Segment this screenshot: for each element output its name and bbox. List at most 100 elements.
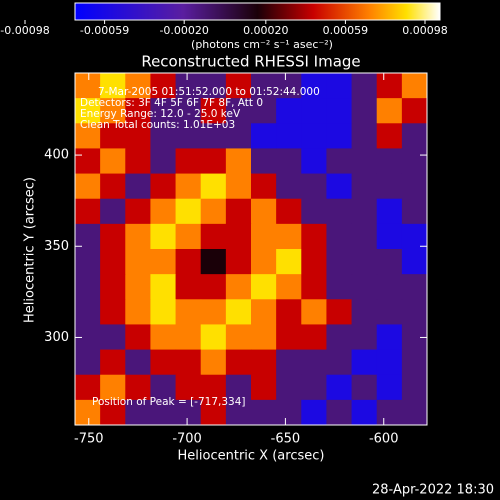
heatmap-cell (251, 324, 277, 351)
heatmap-cell (301, 399, 327, 426)
heatmap-cell (276, 374, 302, 401)
heatmap-cell (376, 324, 403, 351)
heatmap-cell (200, 249, 227, 275)
heatmap-cell (100, 299, 126, 325)
heatmap-cell (200, 148, 227, 175)
heatmap-cell (150, 223, 177, 250)
heatmap-cell (251, 198, 277, 225)
heatmap-cell (326, 73, 353, 99)
heatmap-cell (150, 148, 177, 175)
heatmap-cell (276, 299, 302, 325)
heatmap-cell (351, 148, 378, 175)
heatmap-cell (100, 249, 126, 275)
heatmap-cell (225, 324, 252, 351)
heatmap-cell (376, 123, 403, 149)
heatmap-cell (175, 173, 202, 200)
heatmap-cell (351, 249, 378, 275)
heatmap-cell (100, 198, 126, 225)
heatmap-cell (376, 249, 403, 275)
heatmap-cell (100, 73, 126, 99)
colorbar-tick-label: 0.00059 (323, 24, 369, 37)
heatmap-cell (276, 123, 302, 149)
heatmap-cell (326, 123, 353, 149)
heatmap-cell (200, 223, 227, 250)
heatmap-cell (100, 98, 126, 124)
heatmap-cell (326, 173, 353, 200)
heatmap-cell (251, 123, 277, 149)
heatmap-cell (150, 98, 177, 124)
heatmap-cell (200, 123, 227, 149)
heatmap-cell (200, 198, 227, 225)
heatmap-cell (150, 198, 177, 225)
heatmap-cell (225, 223, 252, 250)
heatmap-cell (175, 148, 202, 175)
heatmap-cell (376, 349, 403, 376)
heatmap-cell (351, 223, 378, 250)
heatmap-cell (150, 374, 177, 401)
heatmap-cell (276, 148, 302, 175)
heatmap-cell (276, 198, 302, 225)
heatmap-cell (351, 98, 378, 124)
heatmap-cell (175, 324, 202, 351)
heatmap-cell (351, 198, 378, 225)
heatmap-cell (75, 198, 101, 225)
heatmap-cell (125, 274, 151, 300)
heatmap-cell (225, 123, 252, 149)
y-tick-label: 300 (44, 330, 69, 345)
heatmap-cell (225, 173, 252, 200)
heatmap-cell (150, 299, 177, 325)
heatmap-cell (376, 73, 403, 99)
heatmap-cell (251, 274, 277, 300)
heatmap-cell (200, 73, 227, 99)
heatmap-cell (200, 349, 227, 376)
heatmap-cell (125, 374, 151, 401)
heatmap-cell (225, 198, 252, 225)
annotation: Energy Range: 12.0 - 25.0 keV (80, 108, 241, 120)
heatmap-cell (150, 349, 177, 376)
heatmap-cell (225, 249, 252, 275)
heatmap-cell (125, 399, 151, 426)
heatmap-cell (301, 299, 327, 325)
heatmap-cell (175, 349, 202, 376)
colorbar-tick-label: 0.00020 (243, 24, 289, 37)
heatmap-cell (251, 173, 277, 200)
heatmap-cell (401, 198, 428, 225)
heatmap-cell (125, 73, 151, 99)
heatmap-cell (100, 324, 126, 351)
heatmap-cell (276, 173, 302, 200)
heatmap-cell (200, 173, 227, 200)
heatmap-cell (75, 349, 101, 376)
heatmap-cell (376, 374, 403, 401)
heatmap-cell (251, 73, 277, 99)
heatmap-cell (175, 198, 202, 225)
heatmap-cell (301, 249, 327, 275)
heatmap-cell (175, 249, 202, 275)
annotation: Clean Total counts: 1.01E+03 (80, 119, 235, 131)
heatmap-cell (301, 123, 327, 149)
heatmap-cell (225, 374, 252, 401)
colorbar-tick-label: 0.00098 (402, 24, 448, 37)
heatmap-cell (100, 148, 126, 175)
heatmap-cell (326, 198, 353, 225)
heatmap-cell (125, 249, 151, 275)
heatmap-cell (175, 374, 202, 401)
heatmap-cell (75, 223, 101, 250)
heatmap-cell (150, 123, 177, 149)
heatmap-cell (225, 148, 252, 175)
heatmap-cell (401, 223, 428, 250)
heatmap-cell (225, 299, 252, 325)
heatmap-cell (401, 123, 428, 149)
heatmap-cell (225, 274, 252, 300)
heatmap-cell (225, 98, 252, 124)
heatmap-cell (401, 349, 428, 376)
heatmap-cell (75, 399, 101, 426)
heatmap-cell (225, 73, 252, 99)
heatmap-cell (100, 173, 126, 200)
heatmap-cell (150, 249, 177, 275)
heatmap-cell (276, 98, 302, 124)
heatmap-cell (200, 374, 227, 401)
heatmap-cell (100, 374, 126, 401)
heatmap-cell (376, 399, 403, 426)
heatmap-cell (301, 324, 327, 351)
